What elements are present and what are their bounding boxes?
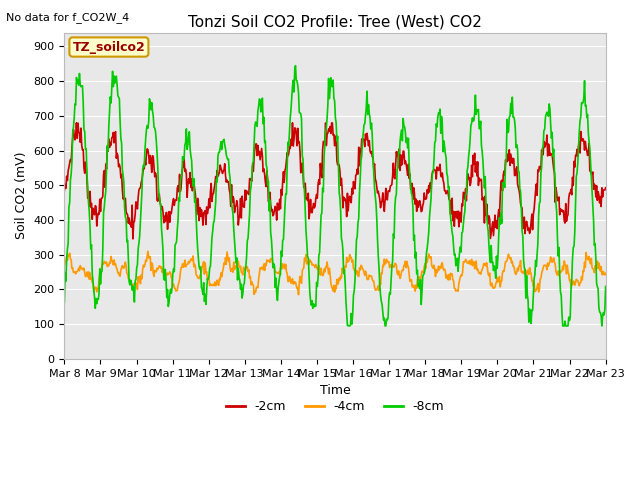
-2cm <box>72 120 80 126</box>
-8cm <box>126 282 134 288</box>
Line: -2cm: -2cm <box>65 123 605 239</box>
-8cm <box>181 142 189 148</box>
-4cm <box>211 283 218 288</box>
-2cm <box>182 171 190 177</box>
Line: -8cm: -8cm <box>65 66 605 326</box>
-2cm <box>127 220 134 226</box>
-8cm <box>418 289 426 295</box>
-2cm <box>403 161 410 167</box>
-4cm <box>182 264 189 270</box>
Legend: -2cm, -4cm, -8cm: -2cm, -4cm, -8cm <box>221 395 449 418</box>
-4cm <box>602 270 609 276</box>
-4cm <box>144 248 152 254</box>
-2cm <box>602 185 609 191</box>
-2cm <box>211 180 219 186</box>
-8cm <box>403 140 410 145</box>
Text: TZ_soilco2: TZ_soilco2 <box>72 40 145 53</box>
Line: -4cm: -4cm <box>65 251 605 295</box>
X-axis label: Time: Time <box>319 384 350 397</box>
-8cm <box>602 284 609 289</box>
-8cm <box>345 323 353 329</box>
-8cm <box>292 63 300 69</box>
-2cm <box>418 208 426 214</box>
-2cm <box>61 188 68 193</box>
-4cm <box>126 277 134 283</box>
-4cm <box>61 263 68 268</box>
-4cm <box>70 269 78 275</box>
Y-axis label: Soil CO2 (mV): Soil CO2 (mV) <box>15 152 28 240</box>
-8cm <box>210 220 218 226</box>
-2cm <box>70 132 78 138</box>
Title: Tonzi Soil CO2 Profile: Tree (West) CO2: Tonzi Soil CO2 Profile: Tree (West) CO2 <box>188 15 482 30</box>
-4cm <box>418 268 426 274</box>
Text: No data for f_CO2W_4: No data for f_CO2W_4 <box>6 12 130 23</box>
-4cm <box>403 265 410 271</box>
-8cm <box>61 300 68 305</box>
-8cm <box>70 116 78 121</box>
-4cm <box>294 292 302 298</box>
-2cm <box>129 236 137 242</box>
